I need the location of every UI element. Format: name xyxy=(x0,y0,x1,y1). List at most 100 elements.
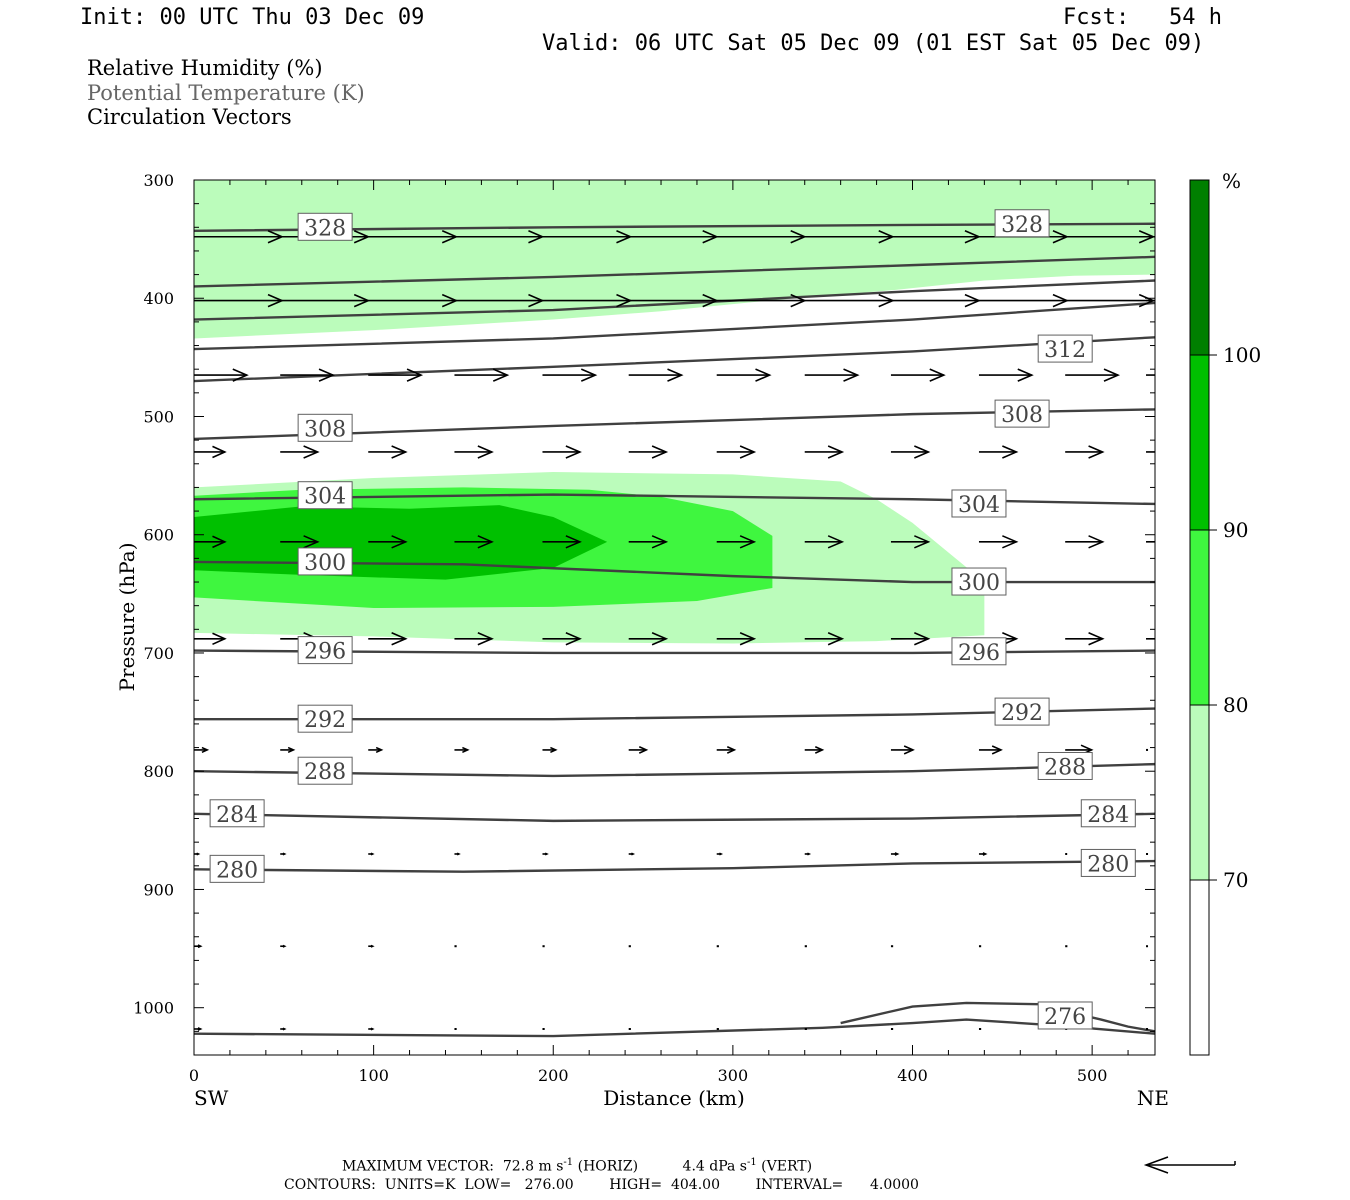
y-tick-label-1000: 1000 xyxy=(133,999,174,1018)
contour-label-box xyxy=(951,567,1007,596)
colorbar-band-1 xyxy=(1189,704,1210,881)
vector-head xyxy=(914,632,931,646)
vector-arrow xyxy=(890,293,981,308)
contour-label-box xyxy=(209,799,265,828)
x-tick-label-300: 300 xyxy=(718,1066,749,1085)
colorbar-label-90: 90 xyxy=(1223,518,1248,542)
theta-contour-280 xyxy=(194,859,1155,873)
vector-head xyxy=(631,852,636,856)
vector-arrow xyxy=(454,632,494,646)
legend-relative-humidity: Relative Humidity (%) xyxy=(87,56,323,80)
vector-arrow xyxy=(716,293,807,308)
vector-head xyxy=(456,852,461,856)
vector-arrow xyxy=(542,632,582,646)
vector-arrow xyxy=(194,852,201,856)
contour-label-box xyxy=(951,637,1007,666)
horiz-exponent: -1 xyxy=(563,1157,574,1168)
contour-label-box xyxy=(297,704,353,733)
contour-label-text: 292 xyxy=(1001,701,1043,726)
vector-arrow xyxy=(804,368,860,382)
contour-label-296-1: 296 xyxy=(951,637,1007,666)
contour-label-280-1: 280 xyxy=(1080,848,1136,877)
vector-arrow xyxy=(1065,445,1105,459)
vector-arrow xyxy=(542,535,582,549)
x-right-label: NE xyxy=(1137,1086,1169,1110)
vector-head xyxy=(1169,536,1183,548)
vector-arrow xyxy=(454,368,510,382)
contour-label-text: 328 xyxy=(1001,213,1043,238)
theta-contour-312 xyxy=(194,336,1155,383)
vector-arrow xyxy=(368,368,424,382)
contour-label-304-1: 304 xyxy=(951,489,1007,518)
vector-head xyxy=(282,1027,287,1031)
contour-label-box xyxy=(994,209,1050,238)
vector-head xyxy=(197,1027,203,1031)
vector-head xyxy=(303,445,320,459)
y-tick-label-600: 600 xyxy=(143,526,174,545)
vector-head xyxy=(406,368,424,382)
contour-label-box xyxy=(1080,799,1136,828)
vector-head xyxy=(197,944,203,949)
vector-arrow xyxy=(890,535,931,549)
vector-head xyxy=(914,445,931,459)
vector-arrow xyxy=(542,445,582,459)
vector-arrow xyxy=(1065,535,1105,549)
contour-label-276-0: 276 xyxy=(1037,1001,1093,1030)
vector-head xyxy=(651,632,669,646)
contour-label-300-1: 300 xyxy=(951,567,1007,596)
vector-head xyxy=(1002,632,1019,646)
vector-head xyxy=(492,368,510,382)
vector-head xyxy=(807,852,812,856)
vector-head xyxy=(462,746,470,754)
contour-label-text: 280 xyxy=(216,858,258,883)
vector-arrow xyxy=(978,535,1019,549)
x-left-label: SW xyxy=(194,1086,229,1110)
contour-label-292-0: 292 xyxy=(297,704,353,733)
vector-arrow xyxy=(716,368,772,382)
vector-head xyxy=(1103,368,1121,382)
contour-label-text: 284 xyxy=(1087,803,1129,828)
vector-head xyxy=(201,746,210,754)
vector-arrow xyxy=(628,293,719,308)
contour-label-text: 296 xyxy=(304,640,346,665)
vector-arrow xyxy=(716,632,757,646)
vector-arrow xyxy=(194,445,227,459)
vector-head xyxy=(565,445,582,459)
vector-head xyxy=(232,368,249,382)
vector-arrow xyxy=(1065,632,1105,646)
vector-head xyxy=(196,852,201,856)
vector-arrow xyxy=(628,230,719,244)
vector-head xyxy=(318,368,336,382)
vector-head xyxy=(212,632,227,646)
vector-arrow xyxy=(890,368,946,382)
init-time: Init: 00 UTC Thu 03 Dec 09 xyxy=(80,5,425,30)
vector-arrow xyxy=(628,445,669,459)
contour-label-284-0: 284 xyxy=(209,799,265,828)
vector-head xyxy=(1017,368,1034,382)
vector-head xyxy=(287,746,296,754)
vector-head xyxy=(544,852,549,856)
vector-arrow xyxy=(804,535,845,549)
contour-label-308-0: 308 xyxy=(297,413,353,442)
contour-label-box xyxy=(1037,334,1093,363)
vector-head xyxy=(477,445,494,459)
plot-frame xyxy=(193,179,1156,1056)
vector-arrow xyxy=(454,230,545,244)
vector-head xyxy=(282,852,287,856)
vector-head xyxy=(1169,633,1183,645)
vector-head xyxy=(353,293,371,308)
vector-head xyxy=(370,1027,375,1031)
vector-arrow xyxy=(542,746,558,754)
contour-label-text: 308 xyxy=(1001,403,1043,428)
contour-label-box xyxy=(297,636,353,665)
vector-arrow xyxy=(1146,536,1183,548)
vector-head xyxy=(914,535,931,549)
contour-label-304-0: 304 xyxy=(297,481,353,510)
vector-arrow xyxy=(716,852,724,856)
vector-arrow xyxy=(368,852,375,856)
vector-head xyxy=(391,535,408,549)
vector-arrow xyxy=(280,535,320,549)
contour-label-text: 296 xyxy=(958,641,1000,666)
vector-head xyxy=(991,745,1003,755)
max-vector-vert: (HORIZ) 4.4 dPa s xyxy=(573,1158,747,1175)
